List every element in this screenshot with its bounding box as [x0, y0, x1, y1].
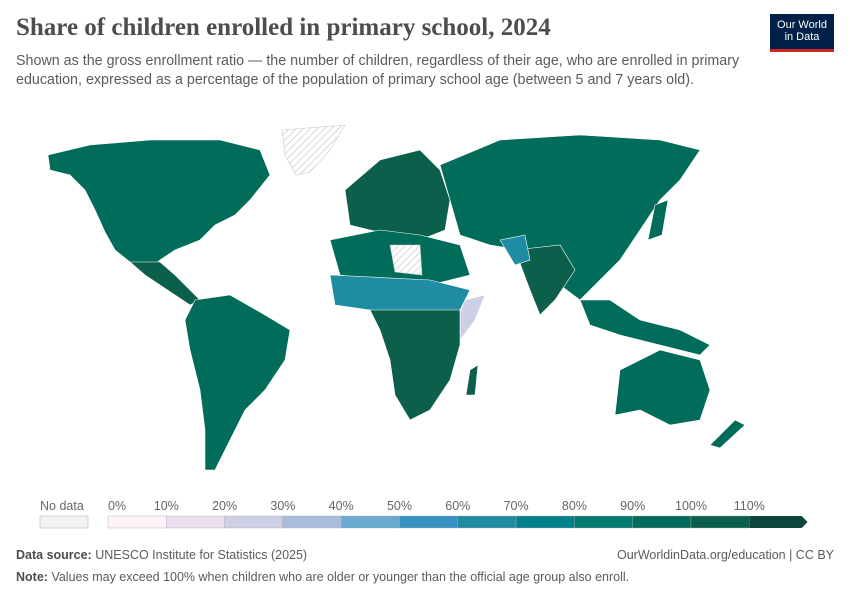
data-source: Data source: UNESCO Institute for Statis… [16, 548, 307, 562]
legend-tick-label: 80% [562, 499, 587, 513]
legend-bin [224, 515, 284, 529]
region-afghanistan-pakistan[interactable] [499, 234, 531, 266]
legend-no-data-swatch [39, 515, 89, 529]
region-russia-asia[interactable] [439, 134, 701, 301]
note: Note: Values may exceed 100% when childr… [16, 570, 629, 584]
source-text: UNESCO Institute for Statistics (2025) [95, 548, 308, 562]
chart-subtitle: Shown as the gross enrollment ratio — th… [16, 53, 740, 88]
source-label: Data source: [16, 548, 92, 562]
legend-tick-label: 20% [212, 499, 237, 513]
region-central-southern-africa[interactable] [369, 309, 461, 421]
region-sahel[interactable] [329, 274, 471, 316]
legend-tick-label: 40% [329, 499, 354, 513]
legend-bin [399, 515, 458, 529]
legend-tick-label: 90% [620, 499, 645, 513]
legend-bin [166, 515, 225, 529]
region-europe[interactable] [344, 149, 451, 241]
region-central-america[interactable] [129, 261, 201, 306]
region-south-america[interactable] [184, 294, 291, 471]
note-text: Values may exceed 100% when children who… [51, 570, 630, 584]
legend-bin [457, 515, 517, 529]
note-label: Note: [16, 570, 48, 584]
legend-bin [282, 515, 342, 529]
legend-bin [574, 515, 633, 529]
owid-logo[interactable]: Our World in Data [770, 14, 834, 52]
legend-bin [749, 516, 808, 528]
region-north-america[interactable] [47, 139, 271, 271]
legend-tick-label: 30% [270, 499, 295, 513]
chart-title: Share of children enrolled in primary sc… [16, 14, 551, 41]
region-new-zealand[interactable] [709, 419, 746, 449]
legend-bin [107, 515, 167, 529]
legend-tick-label: 110% [734, 499, 765, 513]
legend-bin [515, 515, 575, 529]
legend-tick-label: 70% [504, 499, 529, 513]
color-legend: No data 0% 10% 20% 30% 40% 50% 60% 70% 80% 90% 100%… [39, 499, 808, 529]
region-japan[interactable] [647, 199, 669, 241]
logo-line: in Data [784, 31, 820, 43]
legend-tick-label: 100% [675, 499, 707, 513]
logo-line: Our World [777, 19, 827, 31]
region-australia[interactable] [614, 349, 711, 426]
region-south-asia[interactable] [514, 244, 576, 316]
legend-bin [690, 515, 750, 529]
legend-tick-label: 60% [445, 499, 470, 513]
region-southeast-asia[interactable] [579, 299, 711, 356]
legend-bin [632, 515, 692, 529]
legend-tick-label: 50% [387, 499, 412, 513]
legend-tick-label: 10% [154, 499, 179, 513]
region-libya-nodata[interactable] [389, 244, 423, 276]
region-madagascar[interactable] [465, 364, 479, 396]
legend-tick-label: 0% [108, 499, 126, 513]
region-greenland[interactable] [281, 124, 346, 176]
world-map[interactable] [0, 118, 850, 493]
legend-no-data-label: No data [40, 499, 84, 513]
legend-bin [341, 515, 400, 529]
url-license[interactable]: OurWorldinData.org/education | CC BY [616, 548, 834, 562]
